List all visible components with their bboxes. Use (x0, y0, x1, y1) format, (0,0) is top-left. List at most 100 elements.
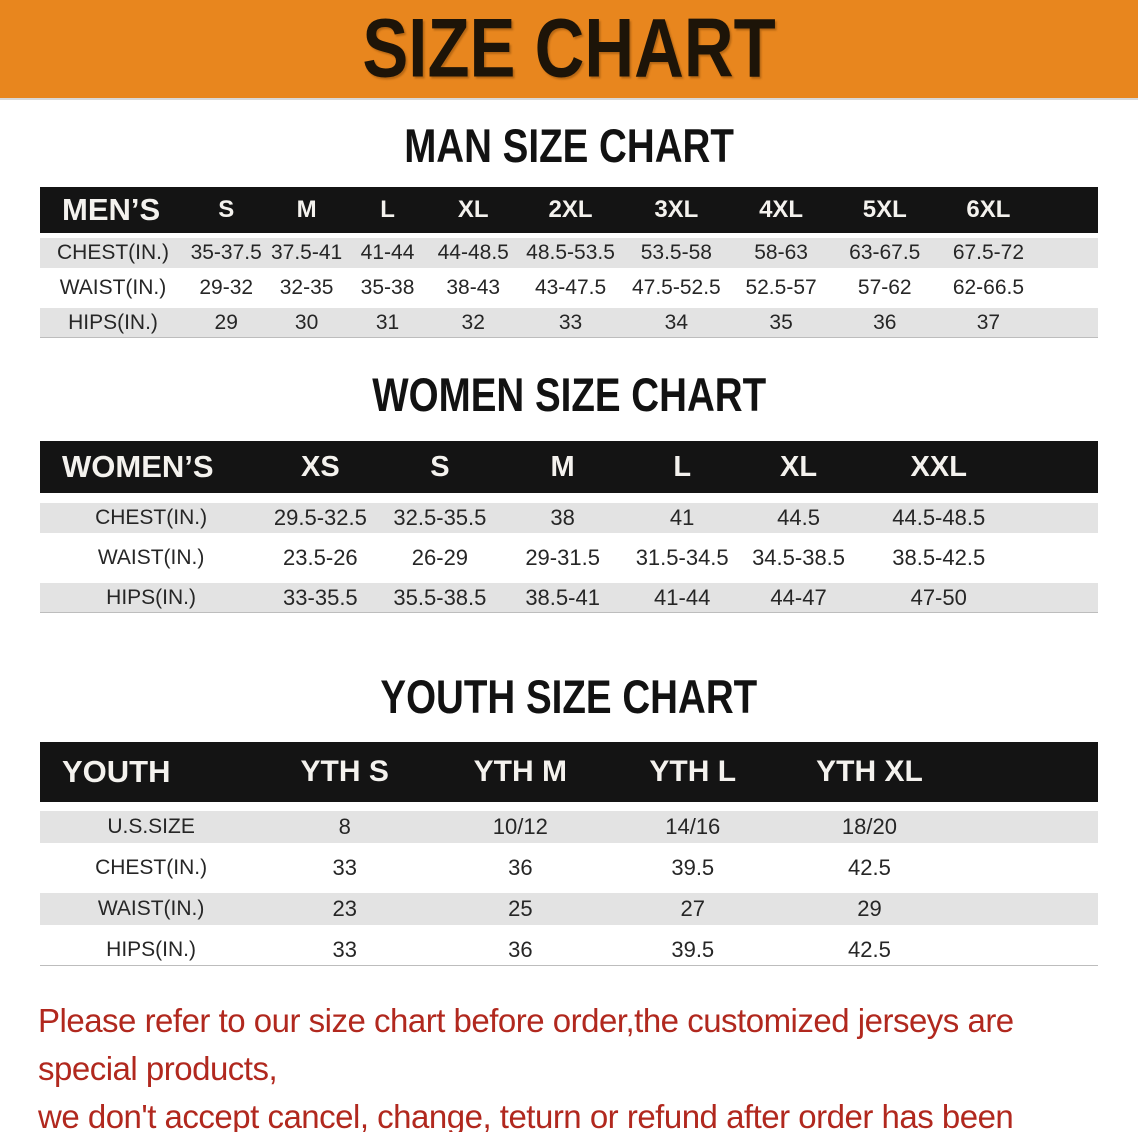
size-value-cell: 44-48.5 (428, 238, 519, 268)
youth-section-heading-text: YOUTH SIZE CHART (380, 670, 758, 723)
size-value-cell: 29.5-32.5 (262, 503, 379, 533)
size-value-cell: 33-35.5 (262, 583, 379, 613)
size-column-header: XXL (856, 441, 1021, 493)
size-value-cell: 41 (623, 503, 741, 533)
row-label: HIPS(IN.) (40, 583, 263, 613)
size-column-header: XL (428, 187, 519, 233)
size-value-cell: 31 (346, 308, 429, 338)
footer-note: Please refer to our size chart before or… (38, 997, 1100, 1132)
size-column-header: M (266, 187, 347, 233)
size-value-cell: 35 (729, 308, 833, 338)
size-column-header: YTH M (427, 742, 614, 802)
row-label: HIPS(IN.) (40, 934, 263, 966)
man-section-heading-text: MAN SIZE CHART (404, 119, 734, 172)
size-value-cell: 27 (613, 893, 773, 925)
men-size-table: MEN’S S M L XL 2XL 3XL 4XL 5XL 6XL CHEST(IN.) 35-37… (40, 182, 1098, 343)
size-value-cell: 23 (262, 893, 428, 925)
size-value-cell: 26-29 (378, 543, 502, 573)
title-banner: SIZE CHART (0, 0, 1138, 100)
size-value-cell: 38 (501, 503, 624, 533)
size-value-cell: 48.5-53.5 (518, 238, 623, 268)
size-value-cell: 35.5-38.5 (378, 583, 502, 613)
size-value-cell: 39.5 (613, 934, 773, 966)
size-column-header: XS (262, 441, 379, 493)
size-value-cell: 42.5 (772, 852, 967, 884)
size-value-cell: 33 (518, 308, 623, 338)
spacer-cell (1020, 441, 1098, 493)
spacer-cell (1020, 503, 1098, 533)
table-header-label: YOUTH (40, 742, 263, 802)
footer-note-line1: Please refer to our size chart before or… (38, 1002, 1014, 1087)
size-value-cell: 33 (262, 934, 428, 966)
table-row: WAIST(IN.) 29-32 32-35 35-38 38-43 43-47.5 47.… (40, 273, 1098, 303)
youth-size-table: YOUTH YTH S YTH M YTH L YTH XL U.S.SIZE 8 10/12… (40, 733, 1098, 975)
size-column-header: S (186, 187, 267, 233)
row-label: CHEST(IN.) (40, 852, 263, 884)
size-value-cell: 67.5-72 (937, 238, 1040, 268)
row-label: CHEST(IN.) (40, 238, 186, 268)
spacer-cell (1039, 273, 1098, 303)
size-column-header: L (346, 187, 429, 233)
size-value-cell: 37.5-41 (266, 238, 347, 268)
table-row: HIPS(IN.) 33-35.5 35.5-38.5 38.5-41 41-44 44-… (40, 583, 1098, 613)
size-column-header: L (623, 441, 741, 493)
size-value-cell: 36 (832, 308, 938, 338)
spacer-cell (1020, 543, 1098, 573)
size-value-cell: 53.5-58 (622, 238, 730, 268)
size-value-cell: 44-47 (740, 583, 857, 613)
table-row: WAIST(IN.) 23 25 27 29 (40, 893, 1098, 925)
women-section-heading-text: WOMEN SIZE CHART (372, 368, 766, 421)
size-value-cell: 42.5 (772, 934, 967, 966)
size-value-cell: 34 (622, 308, 730, 338)
size-column-header: M (501, 441, 624, 493)
row-label: WAIST(IN.) (40, 273, 186, 303)
table-header-label: WOMEN’S (40, 441, 263, 493)
size-value-cell: 36 (427, 934, 614, 966)
table-row: U.S.SIZE 8 10/12 14/16 18/20 (40, 811, 1098, 843)
spacer-cell (1039, 187, 1098, 233)
row-label: WAIST(IN.) (40, 543, 263, 573)
table-row: CHEST(IN.) 29.5-32.5 32.5-35.5 38 41 44.5 44.5… (40, 503, 1098, 533)
footer-note-line2: we don't accept cancel, change, teturn o… (38, 1097, 1014, 1132)
size-column-header: YTH S (262, 742, 428, 802)
size-value-cell: 41-44 (346, 238, 429, 268)
size-value-cell: 32.5-35.5 (378, 503, 502, 533)
size-value-cell: 32-35 (266, 273, 347, 303)
size-value-cell: 25 (427, 893, 614, 925)
spacer-cell (1039, 238, 1098, 268)
row-label: HIPS(IN.) (40, 308, 186, 338)
size-value-cell: 35-38 (346, 273, 429, 303)
spacer-cell (1020, 583, 1098, 613)
spacer-cell (966, 893, 1098, 925)
size-value-cell: 18/20 (772, 811, 967, 843)
size-value-cell: 32 (428, 308, 519, 338)
size-value-cell: 36 (427, 852, 614, 884)
size-value-cell: 34.5-38.5 (740, 543, 857, 573)
size-value-cell: 43-47.5 (518, 273, 623, 303)
page-title: SIZE CHART (362, 2, 776, 95)
youth-section-heading: YOUTH SIZE CHART (0, 673, 1138, 733)
women-size-table: WOMEN’S XS S M L XL XXL CHEST(IN.) 29.5-32.5 32.5… (40, 431, 1098, 623)
size-column-header: 3XL (622, 187, 730, 233)
size-value-cell: 63-67.5 (832, 238, 938, 268)
size-column-header: 4XL (729, 187, 833, 233)
size-value-cell: 14/16 (613, 811, 773, 843)
size-value-cell: 29-31.5 (501, 543, 624, 573)
size-value-cell: 44.5-48.5 (856, 503, 1021, 533)
size-column-header: YTH XL (772, 742, 967, 802)
table-header-row: WOMEN’S XS S M L XL XXL (40, 441, 1098, 493)
size-value-cell: 62-66.5 (937, 273, 1040, 303)
size-value-cell: 47.5-52.5 (622, 273, 730, 303)
size-value-cell: 57-62 (832, 273, 938, 303)
spacer-cell (1039, 308, 1098, 338)
spacer-cell (966, 742, 1098, 802)
size-value-cell: 58-63 (729, 238, 833, 268)
size-value-cell: 52.5-57 (729, 273, 833, 303)
spacer-cell (966, 852, 1098, 884)
size-value-cell: 44.5 (740, 503, 857, 533)
table-header-row: MEN’S S M L XL 2XL 3XL 4XL 5XL 6XL (40, 187, 1098, 233)
size-value-cell: 8 (262, 811, 428, 843)
size-value-cell: 38.5-42.5 (856, 543, 1021, 573)
size-value-cell: 38-43 (428, 273, 519, 303)
